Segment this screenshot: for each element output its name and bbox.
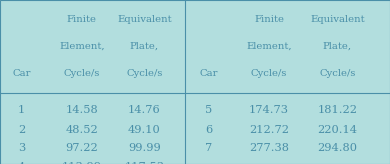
Text: Plate,: Plate, bbox=[323, 41, 352, 50]
Text: 14.58: 14.58 bbox=[66, 105, 98, 115]
Text: 174.73: 174.73 bbox=[249, 105, 289, 115]
Text: 1: 1 bbox=[18, 105, 25, 115]
Text: 4: 4 bbox=[18, 162, 25, 164]
Text: Element,: Element, bbox=[246, 41, 292, 50]
Text: Element,: Element, bbox=[59, 41, 105, 50]
Text: 3: 3 bbox=[18, 144, 25, 153]
Text: Cycle/s: Cycle/s bbox=[126, 69, 163, 78]
Text: Equivalent: Equivalent bbox=[310, 15, 365, 24]
Text: Plate,: Plate, bbox=[130, 41, 159, 50]
Text: 181.22: 181.22 bbox=[317, 105, 357, 115]
Text: 99.99: 99.99 bbox=[128, 144, 161, 153]
Text: 117.53: 117.53 bbox=[124, 162, 164, 164]
Text: Equivalent: Equivalent bbox=[117, 15, 172, 24]
Text: 113.99: 113.99 bbox=[62, 162, 102, 164]
Text: 220.14: 220.14 bbox=[317, 125, 357, 134]
Text: 7: 7 bbox=[205, 144, 212, 153]
Text: Cycle/s: Cycle/s bbox=[64, 69, 100, 78]
Text: 294.80: 294.80 bbox=[317, 144, 357, 153]
Text: Car: Car bbox=[12, 69, 31, 78]
Text: 48.52: 48.52 bbox=[66, 125, 98, 134]
Text: Finite: Finite bbox=[254, 15, 284, 24]
Text: 2: 2 bbox=[18, 125, 25, 134]
Text: Cycle/s: Cycle/s bbox=[319, 69, 356, 78]
Text: Cycle/s: Cycle/s bbox=[251, 69, 287, 78]
Text: Car: Car bbox=[199, 69, 218, 78]
Text: 212.72: 212.72 bbox=[249, 125, 289, 134]
Text: 49.10: 49.10 bbox=[128, 125, 161, 134]
Text: 97.22: 97.22 bbox=[66, 144, 98, 153]
Text: 6: 6 bbox=[205, 125, 212, 134]
Text: 5: 5 bbox=[205, 105, 212, 115]
Text: Finite: Finite bbox=[67, 15, 97, 24]
Text: 14.76: 14.76 bbox=[128, 105, 161, 115]
Text: 277.38: 277.38 bbox=[249, 144, 289, 153]
